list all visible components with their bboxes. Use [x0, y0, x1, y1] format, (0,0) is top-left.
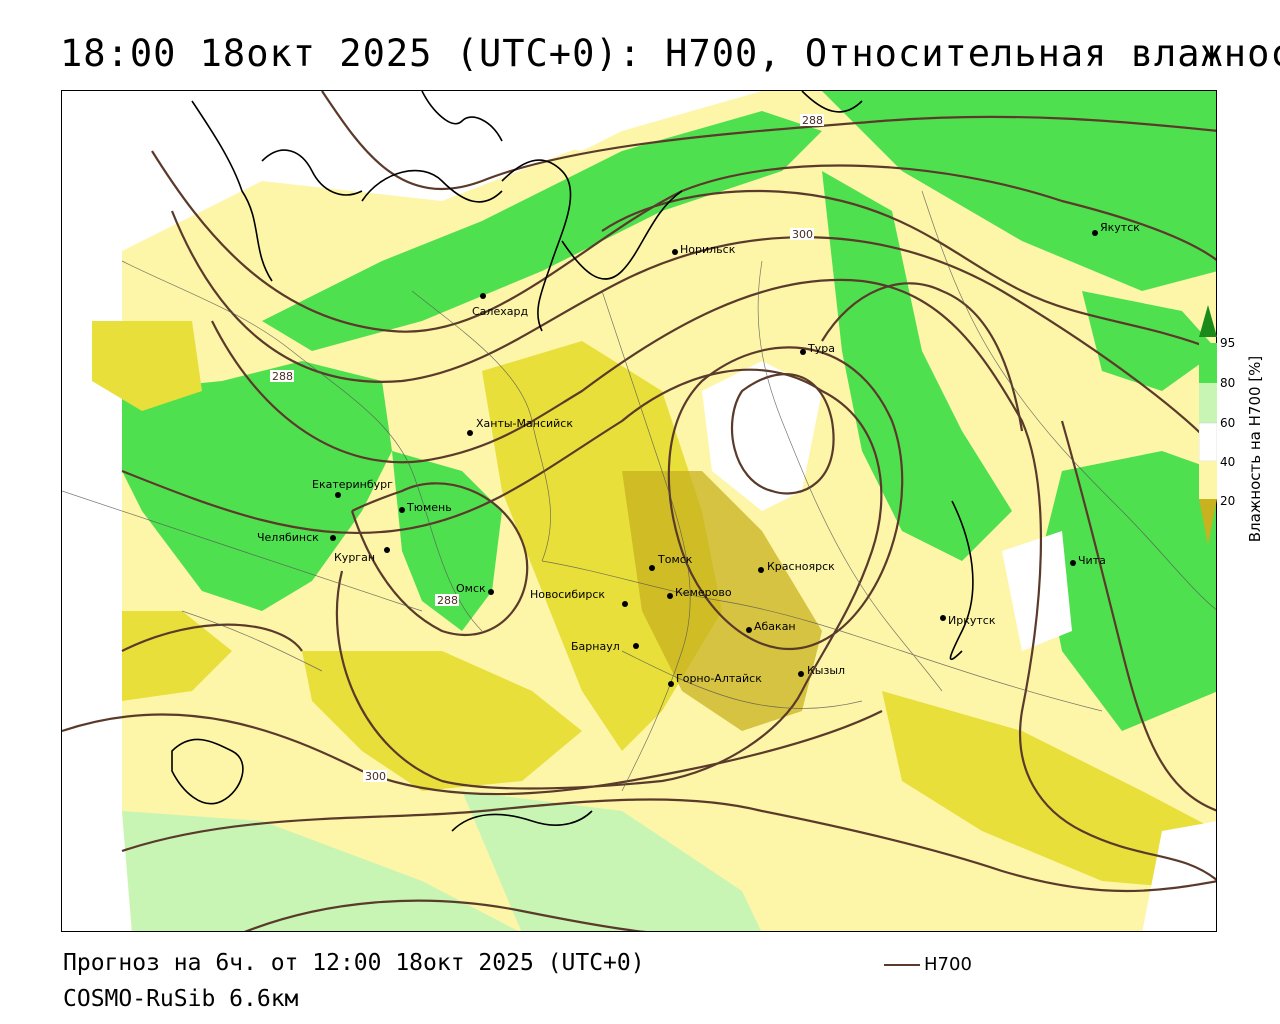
city-yekaterinburg: Екатеринбург: [312, 478, 393, 498]
contour-label-300-south: 300: [365, 770, 386, 783]
colorbar-tick-95: 95: [1220, 336, 1236, 350]
city-gorno-altaysk: Горно-Алтайск: [668, 672, 762, 687]
humidity-field: [62, 91, 1216, 931]
city-chita: Чита: [1070, 554, 1106, 567]
contour-labels: 288 300 288 288 300: [270, 114, 824, 783]
city-label: Красноярск: [767, 560, 835, 573]
city-label: Норильск: [680, 243, 736, 256]
colorbar-tick-20: 20: [1220, 494, 1236, 508]
city-chelyabinsk: Челябинск: [257, 531, 336, 544]
city-label: Курган: [334, 551, 375, 564]
h700-legend-label: H700: [924, 954, 972, 975]
contour-label-300-north: 300: [792, 228, 813, 241]
city-barnaul: Барнаул: [571, 640, 639, 653]
city-khanty-mansiysk: Ханты-Мансийск: [467, 417, 573, 436]
city-omsk: Омск: [456, 582, 494, 595]
city-irkutsk: Иркутск: [940, 614, 996, 627]
forecast-info: Прогноз на 6ч. от 12:00 18окт 2025 (UTC+…: [63, 950, 645, 976]
city-label: Кемерово: [675, 586, 732, 599]
colorbar-tick-40: 40: [1220, 455, 1236, 469]
city-label: Горно-Алтайск: [676, 672, 762, 685]
city-norilsk: Норильск: [672, 243, 736, 256]
city-label: Челябинск: [257, 531, 319, 544]
city-label: Якутск: [1100, 221, 1140, 234]
contour-label-288-west: 288: [272, 370, 293, 383]
city-abakan: Абакан: [746, 620, 796, 633]
city-label: Чита: [1078, 554, 1106, 567]
city-label: Томск: [657, 553, 693, 566]
map-title: 18:00 18окт 2025 (UTC+0): H700, Относите…: [60, 32, 1280, 75]
city-label: Екатеринбург: [312, 478, 393, 491]
city-label: Тура: [807, 342, 835, 355]
city-tyumen: Тюмень: [399, 501, 452, 514]
coastlines: [171, 91, 974, 832]
city-label: Абакан: [754, 620, 796, 633]
h700-contours: [62, 91, 1216, 931]
city-kurgan: Курган: [334, 547, 390, 564]
model-info: COSMO-RuSib 6.6км: [63, 986, 299, 1012]
city-tura: Тура: [800, 342, 835, 355]
city-label: Кызыл: [807, 664, 845, 677]
city-kyzyl: Кызыл: [798, 664, 845, 677]
humidity-colorbar: [1199, 305, 1217, 545]
city-kemerovo: Кемерово: [667, 586, 732, 599]
city-krasnoyarsk: Красноярск: [758, 560, 835, 573]
colorbar-title: Влажность на H700 [%]: [1246, 355, 1264, 543]
colorbar-tick-80: 80: [1220, 376, 1236, 390]
city-label: Новосибирск: [530, 588, 605, 601]
city-yakutsk: Якутск: [1092, 221, 1140, 236]
city-label: Барнаул: [571, 640, 620, 653]
city-label: Ханты-Мансийск: [476, 417, 573, 430]
map-panel: 288 300 288 288 300 Норильск Салехард Як…: [61, 90, 1217, 932]
colorbar-tick-60: 60: [1220, 416, 1236, 430]
map-canvas: 288 300 288 288 300 Норильск Салехард Як…: [62, 91, 1216, 931]
city-label: Иркутск: [948, 614, 996, 627]
city-salekhard: Салехард: [472, 293, 528, 318]
city-tomsk: Томск: [649, 553, 693, 571]
city-label: Тюмень: [406, 501, 452, 514]
city-label: Омск: [456, 582, 486, 595]
admin-borders: [62, 190, 1216, 792]
h700-legend-line: [884, 964, 920, 966]
city-novosibirsk: Новосибирск: [530, 588, 628, 607]
contour-label-288-north: 288: [802, 114, 823, 127]
contour-label-288-omsk: 288: [437, 594, 458, 607]
city-label: Салехард: [472, 305, 528, 318]
city-markers: Норильск Салехард Якутск Тура Ханты-Манс…: [257, 221, 1140, 687]
